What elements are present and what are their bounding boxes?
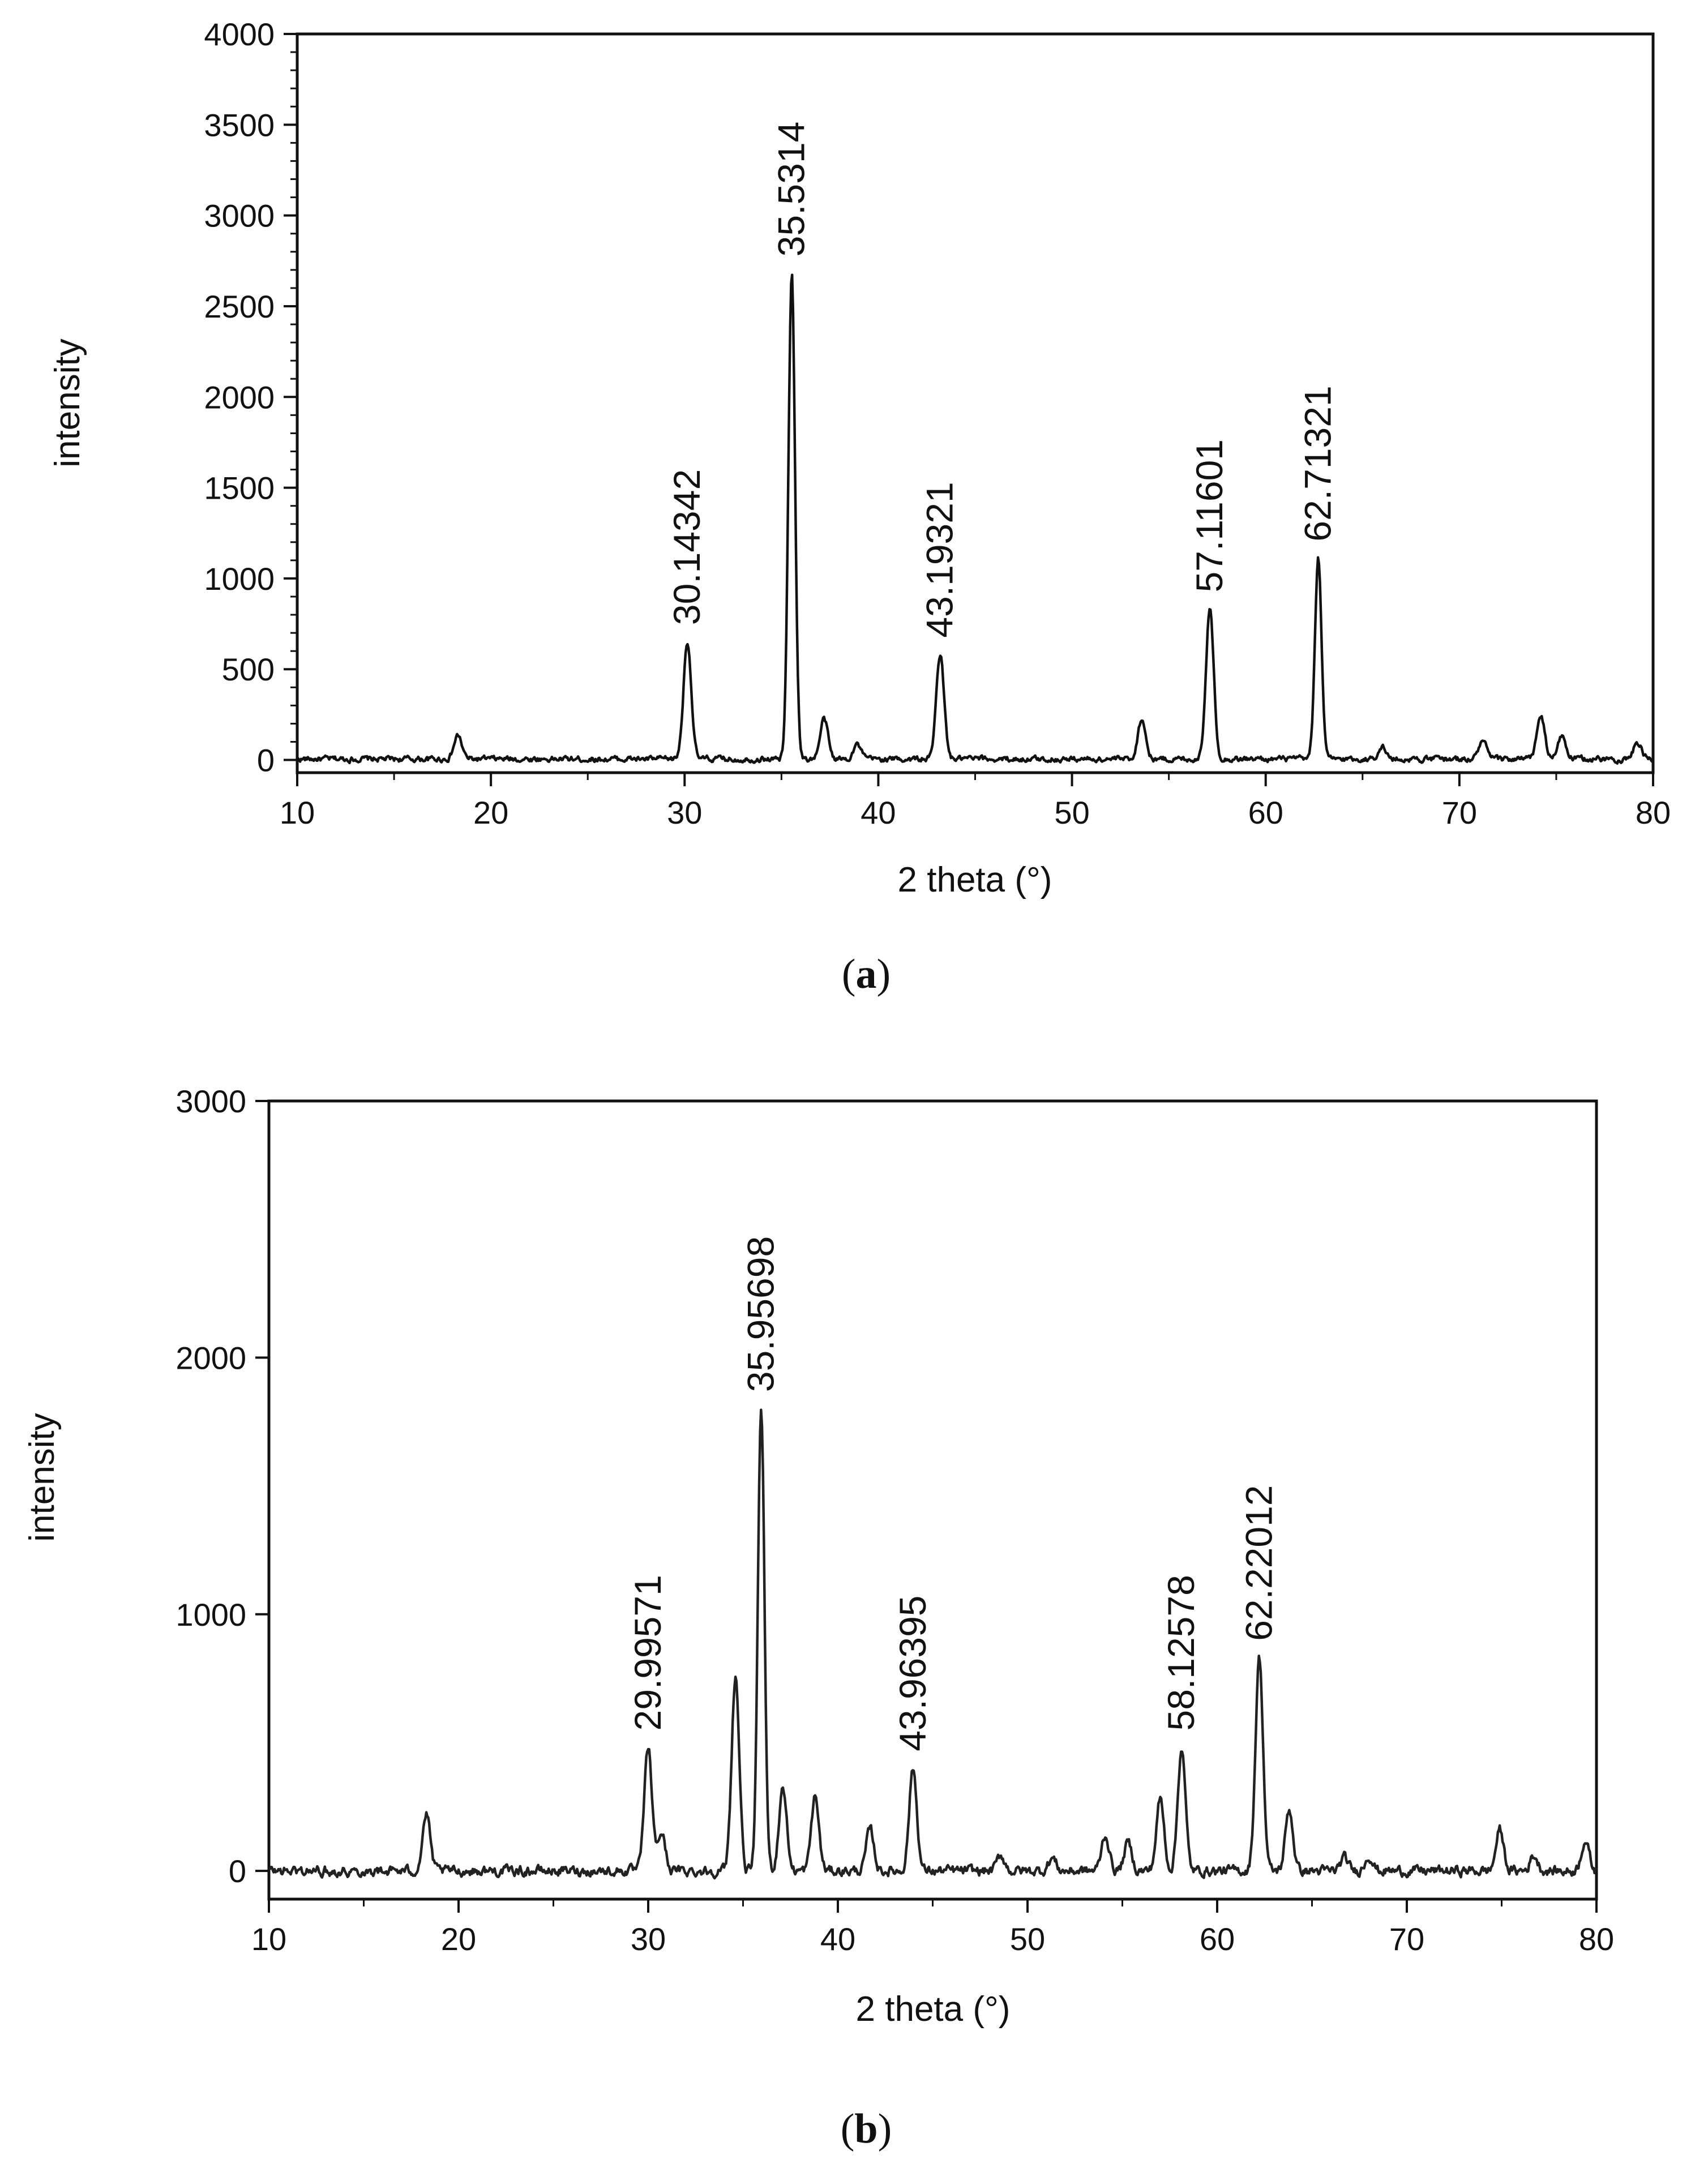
y-axis-title: intensity (23, 1413, 62, 1541)
peak-labels: 29.99571 35.95698 43.96395 58.12578 62.22012 (627, 1236, 1279, 1751)
y-tick-label: 3000 (175, 1083, 246, 1119)
x-tick-label: 50 (1010, 1921, 1045, 1957)
y-tick-label: 1500 (204, 470, 275, 506)
x-tick-label: 30 (667, 795, 702, 830)
panel-caption-a: (a) (842, 951, 891, 997)
y-axis-ticks: 0 500 1000 1500 2000 2500 3000 3500 4000 (204, 16, 297, 778)
peak-label: 35.95698 (740, 1236, 782, 1392)
peak-label: 35.5314 (770, 122, 812, 257)
x-tick-label: 80 (1579, 1921, 1614, 1957)
peak-label: 43.19321 (919, 482, 961, 637)
x-axis-title: 2 theta (°) (856, 1990, 1011, 2029)
chart-panel-a: 10 20 30 40 50 60 70 80 0 500 1000 1500 2000 2500 300… (48, 16, 1671, 997)
y-tick-label: 0 (229, 1853, 246, 1889)
x-axis-ticks: 10 20 30 40 50 60 70 80 (280, 773, 1671, 830)
x-tick-label: 40 (820, 1921, 855, 1957)
plot-frame (267, 1099, 1598, 1901)
y-axis-title: intensity (48, 339, 87, 467)
y-tick-label: 0 (257, 743, 275, 778)
x-tick-label: 80 (1636, 795, 1671, 830)
chart-panel-b: 10 20 30 40 50 60 70 80 0 1000 2000 3000 29.99571 3… (23, 1083, 1614, 2152)
x-tick-label: 20 (473, 795, 508, 830)
x-tick-label: 10 (280, 795, 315, 830)
x-tick-label: 70 (1442, 795, 1477, 830)
y-tick-label: 2500 (204, 289, 275, 324)
xrd-pattern-line (268, 1408, 1598, 1880)
peak-label: 57.11601 (1188, 439, 1230, 592)
y-tick-label: 2000 (175, 1340, 246, 1376)
x-tick-label: 60 (1200, 1921, 1235, 1957)
peak-label: 29.99571 (627, 1575, 669, 1730)
x-axis-title: 2 theta (°) (898, 860, 1052, 899)
peak-label: 30.14342 (666, 469, 708, 625)
x-tick-label: 40 (861, 795, 896, 830)
y-tick-label: 4000 (204, 16, 275, 52)
panel-caption-b: (b) (841, 2106, 892, 2152)
x-axis-ticks: 10 20 30 40 50 60 70 80 (251, 1899, 1614, 1957)
y-tick-label: 3500 (204, 107, 275, 143)
y-axis-ticks: 0 1000 2000 3000 (175, 1083, 269, 1889)
y-tick-label: 1000 (204, 561, 275, 597)
x-tick-label: 10 (251, 1921, 286, 1957)
peak-label: 62.71321 (1297, 385, 1339, 541)
x-tick-label: 30 (631, 1921, 666, 1957)
y-tick-label: 500 (222, 652, 275, 687)
peak-labels: 30.14342 35.5314 43.19321 57.11601 62.71321 (666, 122, 1338, 638)
y-tick-label: 2000 (204, 379, 275, 415)
y-tick-label: 1000 (175, 1597, 246, 1633)
peak-label: 62.22012 (1238, 1485, 1279, 1641)
x-tick-label: 50 (1054, 795, 1089, 830)
x-tick-label: 70 (1389, 1921, 1424, 1957)
peak-label: 58.12578 (1160, 1575, 1202, 1730)
x-tick-label: 20 (441, 1921, 476, 1957)
peak-label: 43.96395 (892, 1596, 934, 1751)
x-tick-label: 60 (1248, 795, 1283, 830)
plot-frame (296, 32, 1655, 774)
y-tick-label: 3000 (204, 198, 275, 234)
xrd-pattern-line (297, 273, 1655, 765)
